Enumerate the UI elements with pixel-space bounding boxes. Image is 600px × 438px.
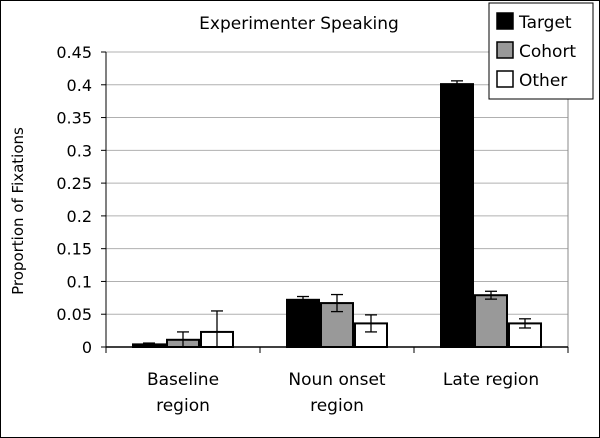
y-tick-label: 0.2 (67, 207, 92, 226)
y-tick-label: 0.25 (56, 174, 92, 193)
y-tick-label: 0.1 (67, 272, 92, 291)
y-tick-label: 0.15 (56, 240, 92, 259)
error-bar (297, 295, 309, 304)
y-axis-label: Proportion of Fixations (9, 127, 27, 295)
error-bar (451, 80, 463, 89)
y-tick-label: 0.3 (67, 141, 92, 160)
error-bar (485, 290, 497, 300)
x-tick-label: Baseline region (147, 370, 219, 416)
error-bar (143, 342, 155, 347)
bar-target (286, 298, 320, 348)
bar-target (440, 83, 474, 348)
error-bar (365, 314, 377, 333)
legend-swatch-target (496, 12, 514, 30)
x-tick-label: Late region (443, 370, 539, 390)
legend-label-target: Target (518, 13, 572, 33)
bar-cohort (474, 294, 508, 349)
y-tick-label: 0.45 (56, 43, 92, 62)
y-tick-label: 0 (82, 338, 92, 357)
legend: Target Cohort Other (488, 2, 594, 100)
error-bar (211, 310, 223, 348)
plot-area: 0 0.05 0.1 0.15 0.2 0.25 0.3 0.35 0.4 0.45 Baselin… (56, 43, 569, 416)
y-tick-label: 0.35 (56, 109, 92, 128)
y-tick-label: 0.05 (56, 305, 92, 324)
legend-label-other: Other (519, 71, 567, 91)
y-tick-label: 0.4 (67, 76, 92, 95)
legend-swatch-other (496, 70, 514, 88)
legend-swatch-cohort (496, 41, 514, 59)
x-tick-label: Noun onset region (288, 370, 386, 416)
legend-label-cohort: Cohort (519, 42, 576, 62)
chart-title: Experimenter Speaking (199, 14, 399, 34)
error-bar (177, 331, 189, 348)
error-bar (519, 318, 531, 329)
error-bar (331, 293, 343, 313)
